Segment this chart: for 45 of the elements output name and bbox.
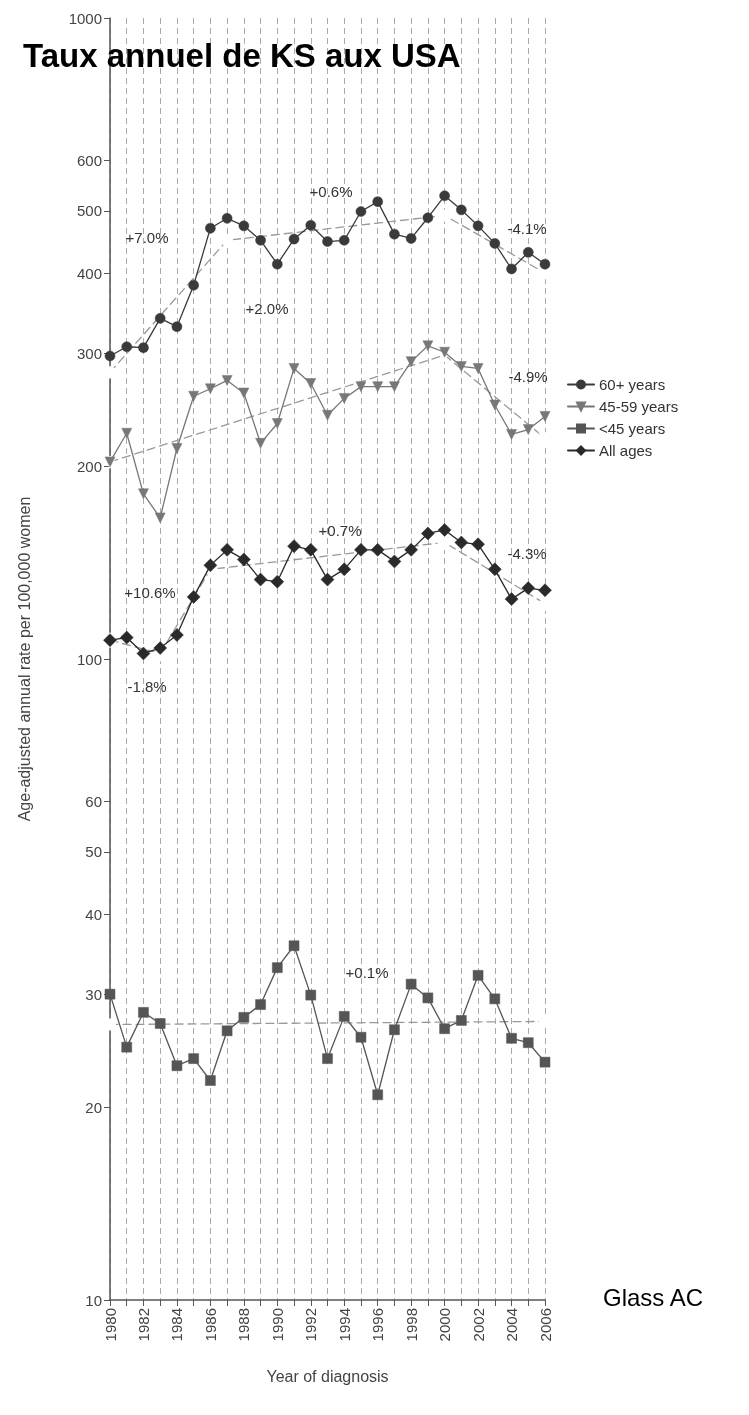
x-tick-label: 2006 bbox=[536, 1308, 554, 1342]
x-tick-label: 1984 bbox=[168, 1308, 186, 1342]
y-tick-label: 60 bbox=[85, 792, 102, 810]
text: Taux annuel de KS aux USA bbox=[23, 37, 461, 74]
x-tick-label: 2002 bbox=[469, 1308, 487, 1342]
annotation: +0.1% bbox=[345, 963, 389, 981]
x-tick-label: 2004 bbox=[503, 1308, 521, 1342]
x-tick-label: 1982 bbox=[134, 1308, 152, 1342]
y-tick-label: 300 bbox=[76, 344, 102, 362]
y-tick-label: 200 bbox=[76, 457, 102, 475]
y-tick-label: 100 bbox=[76, 650, 102, 668]
x-tick-label: 1986 bbox=[201, 1308, 219, 1342]
annotation: +0.6% bbox=[309, 182, 353, 200]
annotation: -4.3% bbox=[507, 544, 547, 562]
x-tick-label: 1980 bbox=[101, 1308, 119, 1342]
legend-label: All ages bbox=[599, 442, 653, 459]
y-tick-label: 30 bbox=[85, 985, 102, 1003]
annotation: -4.1% bbox=[507, 219, 547, 237]
y-tick-label: 20 bbox=[85, 1098, 102, 1116]
y-tick-label: 600 bbox=[76, 151, 102, 169]
x-tick-label: 2000 bbox=[436, 1308, 454, 1342]
annotation: -4.9% bbox=[508, 367, 548, 385]
y-tick-label: 400 bbox=[76, 264, 102, 282]
y-tick-label: 1000 bbox=[68, 9, 102, 27]
legend-label: 60+ years bbox=[599, 376, 666, 393]
y-axis-title: Age-adjusted annual rate per 100,000 women bbox=[15, 496, 33, 822]
annotation: -1.8% bbox=[127, 677, 167, 695]
annotation: +0.7% bbox=[318, 521, 362, 539]
y-tick-label: 500 bbox=[76, 202, 102, 220]
y-tick-label: 10 bbox=[85, 1291, 102, 1309]
annotation: +2.0% bbox=[245, 299, 289, 317]
x-tick-label: 1996 bbox=[369, 1308, 387, 1342]
x-tick-label: 1988 bbox=[235, 1308, 253, 1342]
y-tick-label: 40 bbox=[85, 905, 102, 923]
x-tick-label: 1994 bbox=[335, 1308, 353, 1342]
legend-label: <45 years bbox=[599, 420, 666, 437]
x-axis-title: Year of diagnosis bbox=[266, 1367, 389, 1385]
x-tick-label: 1992 bbox=[302, 1308, 320, 1342]
annotation: +7.0% bbox=[125, 228, 169, 246]
x-tick-label: 1998 bbox=[402, 1308, 420, 1342]
y-tick-label: 50 bbox=[85, 843, 102, 861]
x-tick-label: 1990 bbox=[268, 1308, 286, 1342]
legend-label: 45-59 years bbox=[599, 398, 679, 415]
text: Glass AC bbox=[603, 1283, 704, 1311]
annotation: +10.6% bbox=[124, 583, 176, 601]
